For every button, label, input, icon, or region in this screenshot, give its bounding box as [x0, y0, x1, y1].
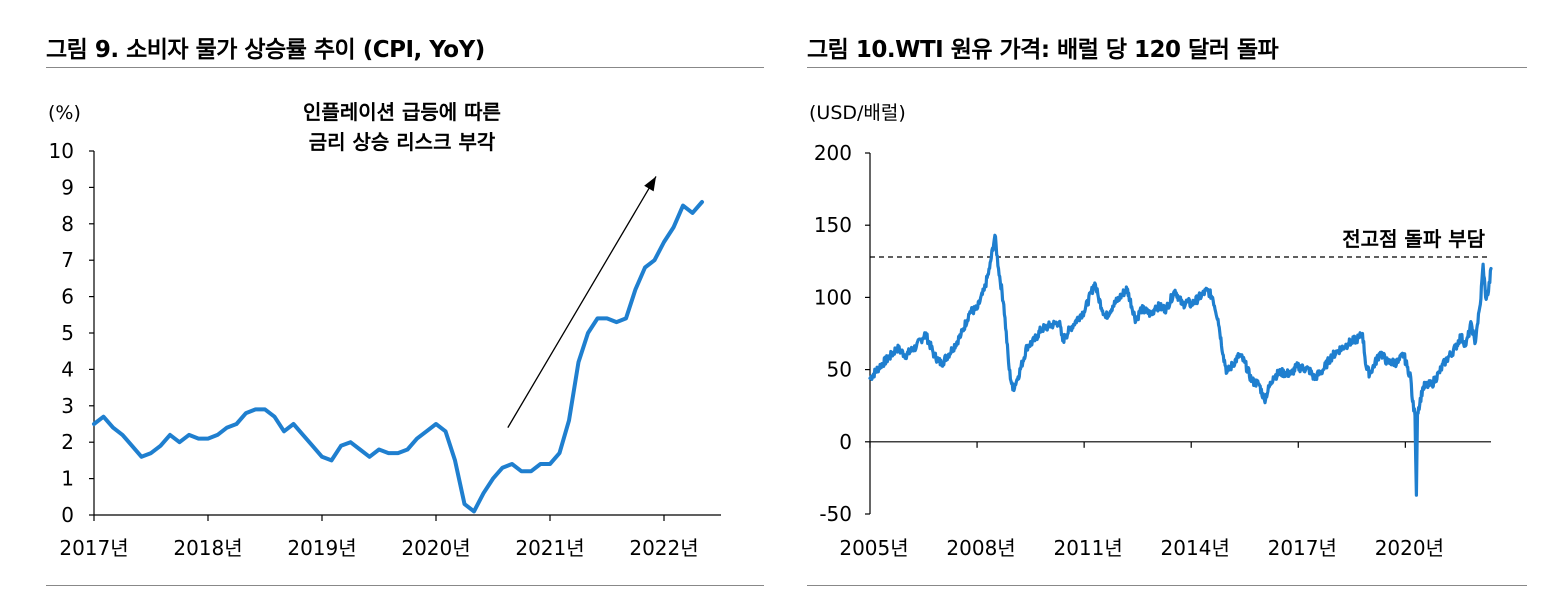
- figure-title: 그림 9. 소비자 물가 상승률 추이 (CPI, YoY): [46, 37, 485, 63]
- y-tick-label: 8: [61, 212, 74, 236]
- x-tick-label: 2005년: [839, 536, 908, 560]
- figure-title: 그림 10.WTI 원유 가격: 배럴 당 120 달러 돌파: [807, 37, 1279, 63]
- y-tick-label: 150: [814, 213, 852, 237]
- x-tick-label: 2017년: [1268, 536, 1337, 560]
- y-tick-label: 50: [827, 358, 852, 382]
- trend-arrow-line: [507, 176, 657, 428]
- x-tick-label: 2014년: [1161, 536, 1230, 560]
- y-tick-label: 3: [61, 394, 74, 418]
- y-tick-label: 5: [61, 321, 74, 345]
- cpi-series-line: [92, 200, 704, 514]
- x-tick-label: 2008년: [946, 536, 1015, 560]
- wti-line-chart: (USD/배럴) -50 0 50 100 150 200 2005년 2008년 2011년 20…: [809, 102, 1493, 560]
- y-tick-label: 0: [839, 430, 852, 454]
- x-tick-label: 2017년: [59, 536, 128, 560]
- x-tick-label: 2011년: [1053, 536, 1122, 560]
- bottom-rule: [46, 585, 764, 586]
- reference-line-label: 전고점 돌파 부담: [1342, 227, 1485, 251]
- x-tick-label: 2018년: [173, 536, 242, 560]
- x-tick-label: 2020년: [1375, 536, 1444, 560]
- trend-arrow-head: [644, 176, 657, 192]
- x-tick-label: 2019년: [287, 536, 356, 560]
- y-tick-label: 10: [49, 139, 74, 163]
- title-rule: [807, 67, 1527, 68]
- x-tick-label: 2020년: [401, 536, 470, 560]
- x-tick-label: 2022년: [629, 536, 698, 560]
- y-tick-label: 2: [61, 430, 74, 454]
- wti-series-line: [868, 233, 1493, 497]
- bottom-rule: [807, 585, 1527, 586]
- y-tick-label: 9: [61, 175, 74, 199]
- y-tick-label: 200: [814, 141, 852, 165]
- y-tick-label: 4: [61, 357, 74, 381]
- y-tick-label: 0: [61, 503, 74, 527]
- y-tick-label: 100: [814, 285, 852, 309]
- x-tick-label: 2021년: [515, 536, 584, 560]
- cpi-chart-panel: 그림 9. 소비자 물가 상승률 추이 (CPI, YoY) (%) 0 1 2 3 4 5…: [0, 0, 775, 592]
- y-tick-label: -50: [819, 502, 852, 526]
- annotation-text: 인플레이션 급등에 따른: [303, 100, 501, 124]
- y-unit-label: (%): [48, 102, 81, 124]
- y-unit-label: (USD/배럴): [809, 102, 906, 124]
- y-tick-label: 1: [61, 467, 74, 491]
- y-tick-label: 6: [61, 285, 74, 309]
- cpi-line-chart: (%) 0 1 2 3 4 5 6 7 8 9 10 2017년 2018년 2019년 2020년 2021년…: [48, 100, 721, 560]
- title-rule: [46, 67, 764, 68]
- y-tick-label: 7: [61, 248, 74, 272]
- wti-chart-panel: 그림 10.WTI 원유 가격: 배럴 당 120 달러 돌파 (USD/배럴)…: [775, 0, 1552, 592]
- annotation-text: 금리 상승 리스크 부각: [309, 130, 496, 154]
